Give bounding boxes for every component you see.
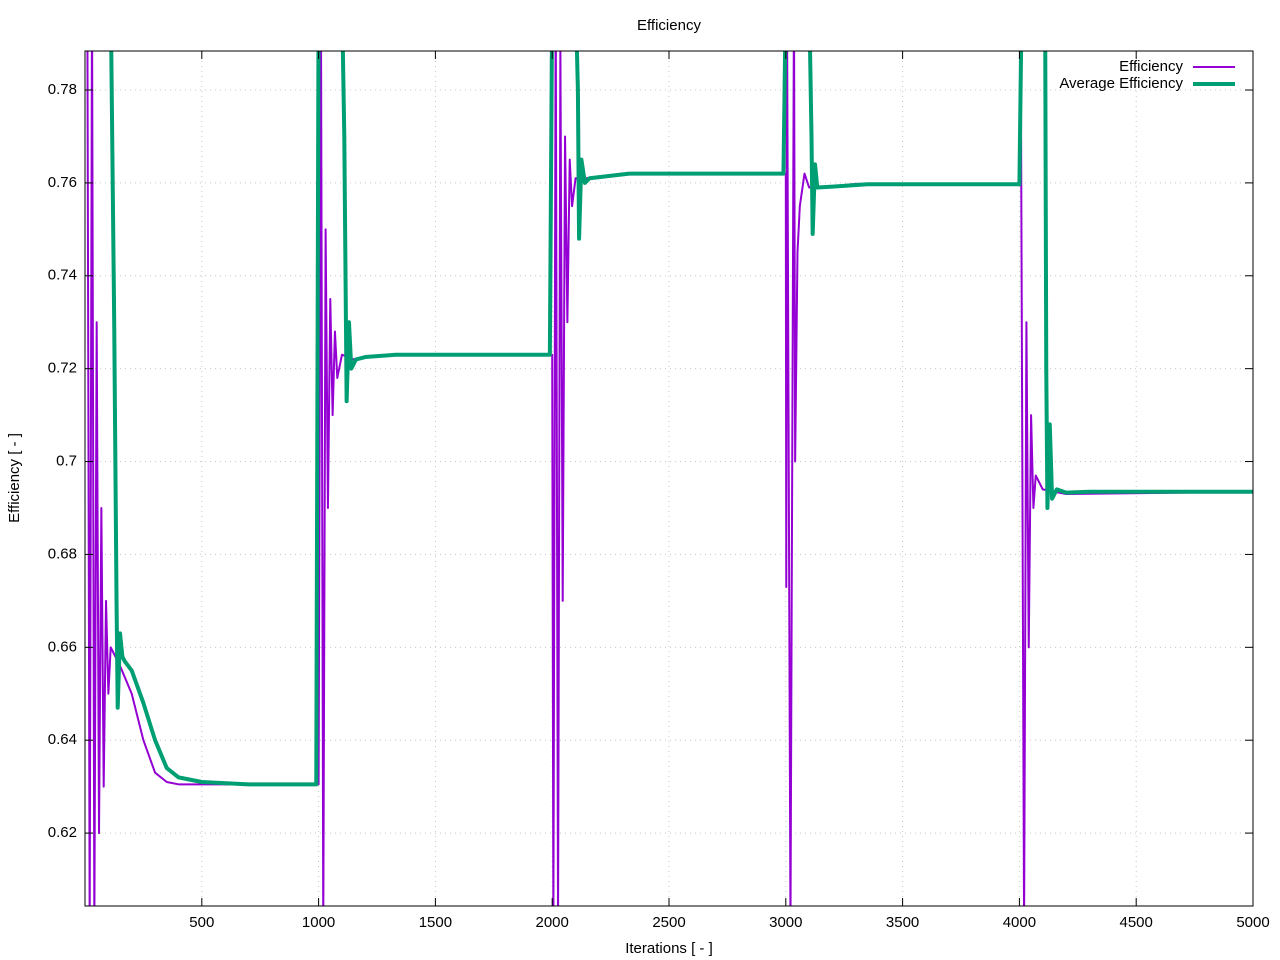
x-tick-label: 4000 <box>1003 914 1036 931</box>
x-tick-label: 3000 <box>769 914 802 931</box>
y-tick-label: 0.78 <box>48 81 77 98</box>
legend-label: Efficiency <box>1119 58 1183 75</box>
x-tick-label: 4500 <box>1120 914 1153 931</box>
y-tick-label: 0.76 <box>48 174 77 191</box>
y-tick-label: 0.66 <box>48 638 77 655</box>
series-line <box>109 51 1253 787</box>
y-tick-label: 0.64 <box>48 731 77 748</box>
x-tick-label: 5000 <box>1236 914 1269 931</box>
y-tick-label: 0.72 <box>48 360 77 377</box>
x-tick-label: 1000 <box>302 914 335 931</box>
plot-lines <box>86 51 1253 906</box>
x-tick-label: 2500 <box>652 914 685 931</box>
x-tick-label: 1500 <box>419 914 452 931</box>
y-axis-label: Efficiency [ - ] <box>6 433 23 523</box>
y-tick-label: 0.7 <box>56 453 77 470</box>
legend-label: Average Efficiency <box>1059 75 1183 92</box>
x-tick-label: 500 <box>189 914 214 931</box>
chart-title: Efficiency <box>637 17 701 34</box>
y-tick-label: 0.74 <box>48 267 77 284</box>
y-tick-label: 0.68 <box>48 545 77 562</box>
x-tick-label: 3500 <box>886 914 919 931</box>
y-tick-label: 0.62 <box>48 824 77 841</box>
x-axis-label: Iterations [ - ] <box>625 940 713 957</box>
x-tick-label: 2000 <box>536 914 569 931</box>
